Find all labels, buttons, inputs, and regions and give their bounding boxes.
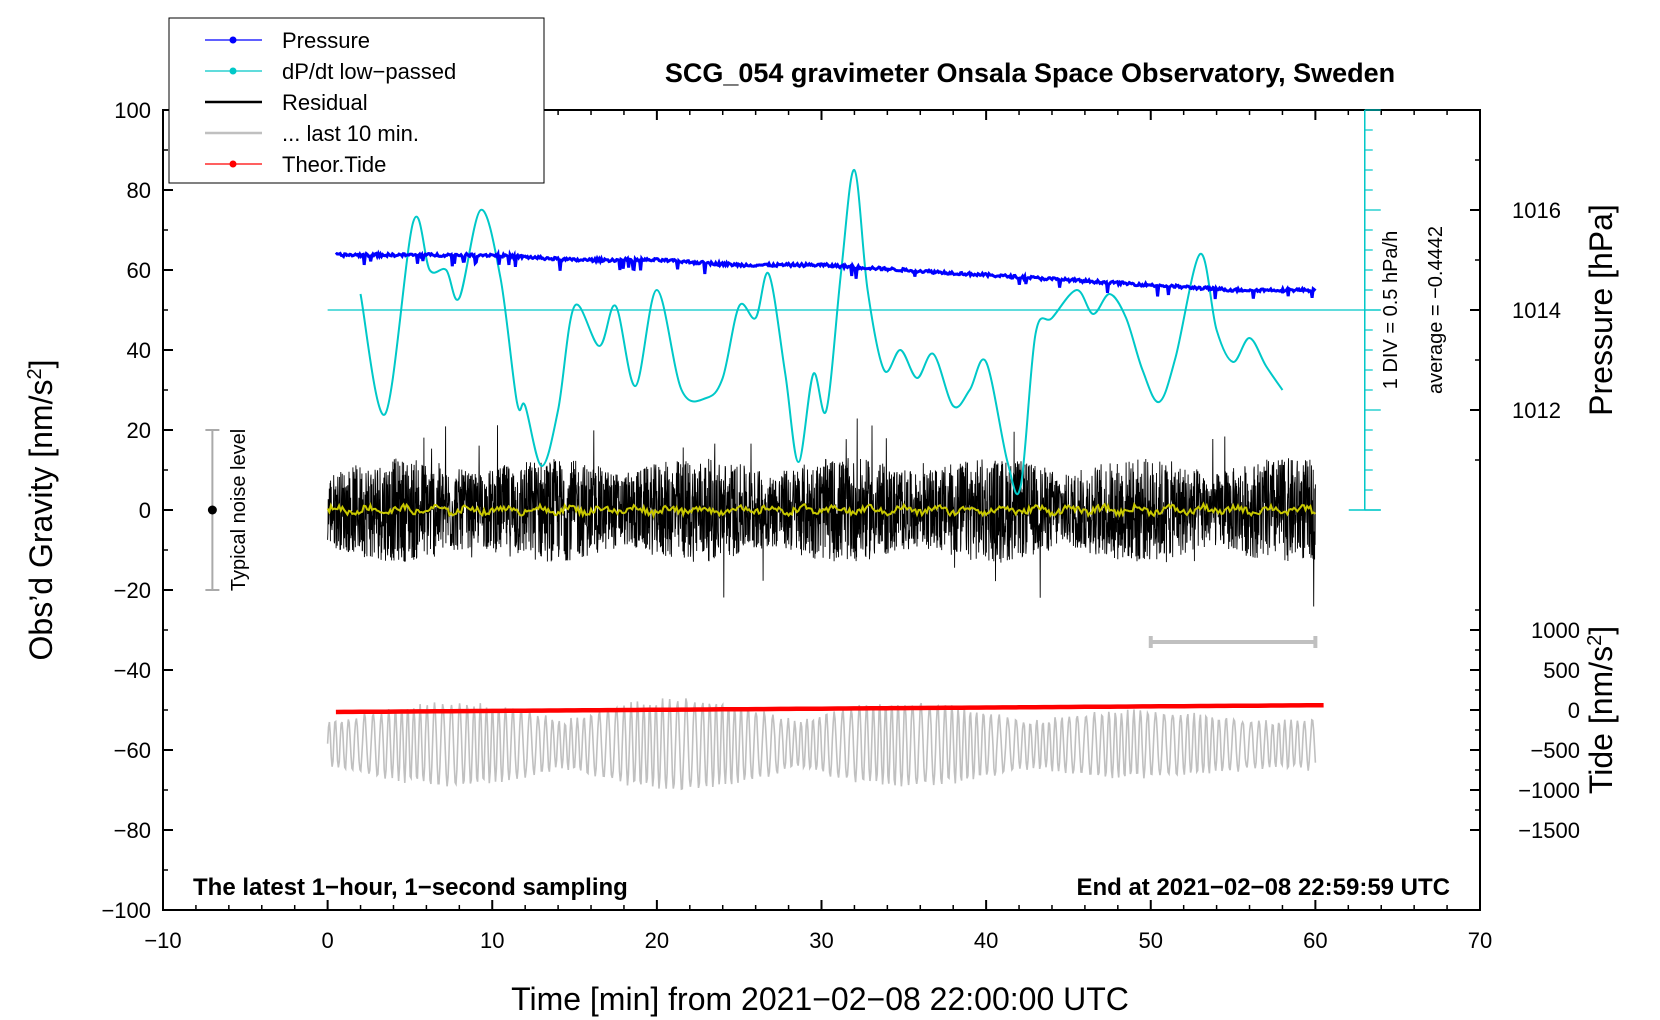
y-tick-label: −20 [114,578,151,603]
dpdt-scale-label: 1 DIV = 0.5 hPa/h [1380,231,1402,389]
legend-label: Theor.Tide [282,152,386,177]
pressure-tick-label: 1016 [1512,198,1561,223]
x-tick-label: −10 [144,928,181,953]
y-axis-label-tide-close: ] [1583,626,1619,635]
y-tick-label: 40 [127,338,151,363]
legend-label: Residual [282,90,368,115]
tide-tick-label: 500 [1543,658,1580,683]
noise-level-label: Typical noise level [228,429,250,591]
legend-label: dP/dt low−passed [282,59,456,84]
y-tick-label: −60 [114,738,151,763]
chart-title: SCG_054 gravimeter Onsala Space Observat… [665,58,1395,88]
y-tick-label: 60 [127,258,151,283]
x-tick-label: 0 [322,928,334,953]
legend-marker [229,36,237,44]
y-tick-label: −40 [114,658,151,683]
legend: Pressure dP/dt low−passed Residual ... last… [168,17,545,184]
y-axis-label-tide-sup: 2 [1584,635,1606,646]
series-residual-smoothed [326,501,1317,520]
x-tick-label: 50 [1139,928,1163,953]
footer-right-note: End at 2021−02−08 22:59:59 UTC [1076,874,1450,901]
legend-label: ... last 10 min. [282,121,419,146]
series-theoretical-tide [335,702,1324,715]
tide-tick-label: −1000 [1518,778,1580,803]
y-axis-label-gravity-sup: 2 [24,368,46,379]
x-axis-label: Time [min] from 2021−02−08 22:00:00 UTC [511,981,1129,1017]
y-axis-label-tide: Tide [nm/s2] [1583,626,1619,794]
noise-bar-center [207,505,217,515]
legend-marker [229,67,237,75]
y-tick-label: −80 [114,818,151,843]
y-axis-label-gravity-text: Obs’d Gravity [nm/s [23,380,59,661]
pressure-tick-label: 1014 [1512,298,1561,323]
y-tick-label: 20 [127,418,151,443]
x-tick-label: 30 [809,928,833,953]
tide-tick-label: 1000 [1531,618,1580,643]
legend-box [168,17,545,184]
y-tick-label: 80 [127,178,151,203]
pressure-tick-label: 1012 [1512,398,1561,423]
series-dpdt [359,168,1284,495]
x-tick-label: 40 [974,928,998,953]
y-tick-label: 0 [139,498,151,523]
tide-tick-label: −1500 [1518,818,1580,843]
y-tick-label: −100 [101,898,151,923]
chart-marks: −10 0 10 20 30 40 50 60 70−100−80−60−40−20020406… [101,98,1580,953]
series-pressure [334,248,1317,300]
x-tick-label: 60 [1303,928,1327,953]
x-tick-label: 20 [645,928,669,953]
y-axis-label-pressure: Pressure [hPa] [1583,204,1619,416]
dpdt-average-label: average = −0.4442 [1425,226,1447,394]
legend-marker [229,160,237,168]
y-axis-label-gravity: Obs’d Gravity [nm/s2] [23,360,59,661]
y-axis-label-gravity-close: ] [23,360,59,369]
footer-left-note: The latest 1−hour, 1−second sampling [193,874,628,901]
legend-label: Pressure [282,28,370,53]
y-tick-label: 100 [114,98,151,123]
tide-tick-label: −500 [1530,738,1580,763]
x-tick-label: 70 [1468,928,1492,953]
x-tick-label: 10 [480,928,504,953]
tide-tick-label: 0 [1568,698,1580,723]
y-axis-label-tide-text: Tide [nm/s [1583,646,1619,794]
